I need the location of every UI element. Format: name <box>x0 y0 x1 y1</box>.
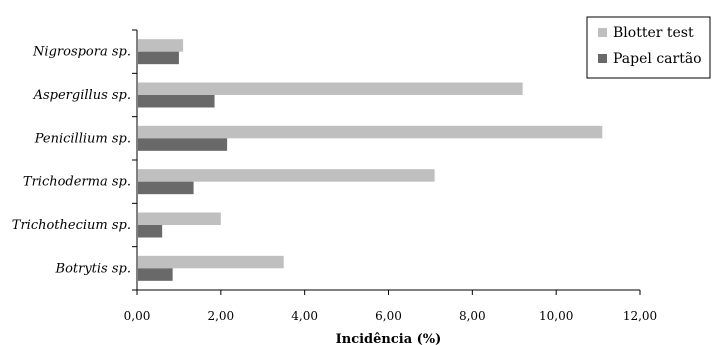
bar-papel-cartao <box>138 95 215 108</box>
x-tick-label: 4,00 <box>291 309 318 323</box>
bars-group <box>138 39 603 281</box>
legend-swatch <box>598 54 607 63</box>
x-tick-labels: 0,00 2,00 4,00 6,00 8,00 10,00 12,00 <box>124 309 658 323</box>
x-tick-label: 2,00 <box>207 309 234 323</box>
category-label: Aspergillus sp. <box>33 88 131 103</box>
bar-papel-cartao <box>138 225 163 238</box>
category-labels: Nigrospora sp. Aspergillus sp. Penicillium… <box>12 45 131 277</box>
bar-blotter-test <box>138 255 284 269</box>
category-label: Penicillium sp. <box>34 131 131 146</box>
x-axis-label: Incidência (%) <box>336 332 442 345</box>
bar-blotter-test <box>138 82 523 95</box>
legend-label: Blotter test <box>613 25 694 41</box>
legend-swatch <box>598 28 607 37</box>
x-tick-label: 8,00 <box>459 309 486 323</box>
legend-label: Papel cartão <box>613 51 702 67</box>
category-label: Nigrospora sp. <box>32 45 131 60</box>
legend-box <box>586 16 711 79</box>
bar-blotter-test <box>138 169 435 182</box>
bar-papel-cartao <box>138 268 173 281</box>
category-label: Trichoderma sp. <box>23 175 131 190</box>
x-tick-label: 10,00 <box>539 309 573 323</box>
bar-blotter-test <box>138 125 603 139</box>
axes-group <box>132 29 641 295</box>
category-label: Botrytis sp. <box>55 261 131 276</box>
x-tick-label: 6,00 <box>375 309 402 323</box>
bar-papel-cartao <box>138 181 194 195</box>
category-label: Trichothecium sp. <box>12 218 131 233</box>
legend: Blotter test Papel cartão <box>586 16 711 79</box>
bar-papel-cartao <box>138 51 179 65</box>
x-tick-label: 12,00 <box>623 309 657 323</box>
bar-blotter-test <box>138 212 221 225</box>
x-tick-label: 0,00 <box>124 309 151 323</box>
bar-blotter-test <box>138 39 184 52</box>
bar-papel-cartao <box>138 138 228 151</box>
